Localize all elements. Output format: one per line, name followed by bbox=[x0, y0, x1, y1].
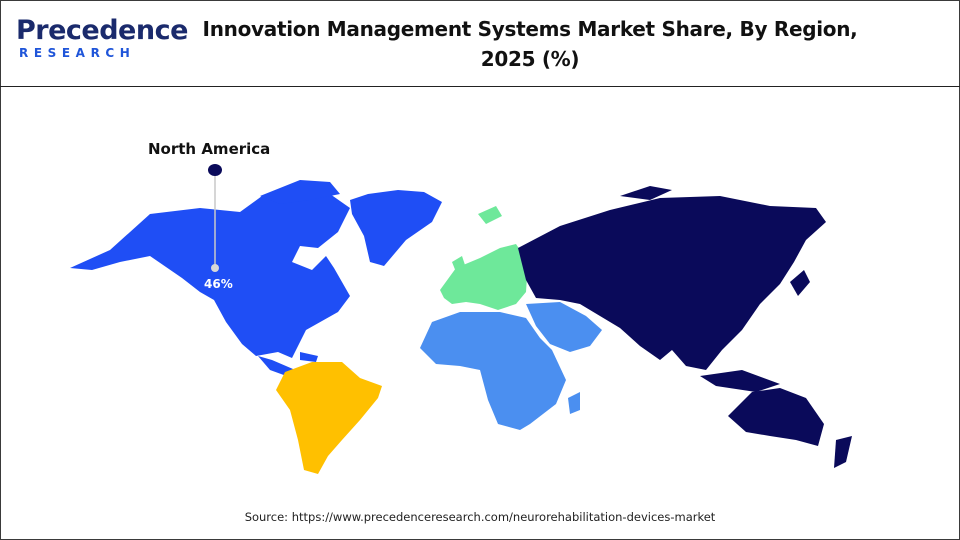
title-line-1: Innovation Management Systems Market Sha… bbox=[202, 17, 858, 41]
region-middle-east-africa bbox=[420, 302, 602, 430]
region-europe bbox=[440, 206, 528, 310]
world-map bbox=[70, 180, 852, 474]
logo: Precedence RESEARCH bbox=[16, 16, 188, 66]
region-asia-pacific bbox=[518, 186, 852, 468]
header: Precedence RESEARCH Innovation Managemen… bbox=[0, 0, 960, 87]
title-line-2: 2025 (%) bbox=[480, 47, 580, 71]
source-note: Source: https://www.precedenceresearch.c… bbox=[244, 510, 716, 524]
callout-bottom-marker bbox=[211, 264, 219, 272]
region-north-america bbox=[70, 180, 442, 378]
callout-top-marker bbox=[208, 164, 222, 176]
chart-title: Innovation Management Systems Market Sha… bbox=[180, 14, 880, 74]
logo-wordmark: Precedence bbox=[16, 15, 188, 46]
region-label-north-america: North America bbox=[148, 140, 271, 158]
region-south-america bbox=[276, 362, 382, 474]
logo-subtext: RESEARCH bbox=[19, 46, 136, 60]
value-label-north-america: 46% bbox=[204, 277, 233, 291]
